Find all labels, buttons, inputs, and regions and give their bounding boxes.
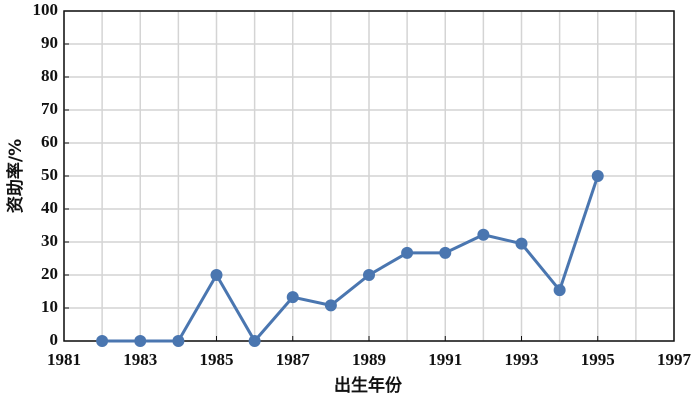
x-tick-label: 1993: [505, 350, 539, 369]
point: [210, 269, 223, 281]
y-tick-label: 30: [41, 231, 58, 250]
plot-frame: [63, 10, 675, 342]
y-tick-label: 80: [41, 66, 58, 85]
y-tick-label: 70: [41, 99, 58, 118]
point: [134, 335, 147, 347]
point: [477, 228, 490, 241]
y-tick-label: 20: [41, 264, 58, 283]
x-tick-label: 1981: [47, 350, 81, 369]
point: [515, 237, 528, 250]
x-tick-label: 1987: [276, 350, 311, 369]
y-tick-label: 100: [33, 0, 59, 19]
point: [591, 170, 604, 182]
point: [172, 335, 185, 347]
point: [248, 335, 261, 347]
x-tick-label: 1991: [428, 350, 462, 369]
point: [439, 246, 452, 259]
point: [553, 284, 566, 297]
y-axis-label: 资助率/%: [5, 139, 26, 213]
x-axis-label: 出生年份: [334, 375, 403, 396]
point: [286, 291, 299, 304]
y-tick-label: 60: [41, 132, 58, 151]
x-tick-label: 1997: [657, 350, 692, 369]
y-tick-label: 50: [41, 165, 58, 184]
y-tick-label: 10: [41, 297, 58, 316]
y-tick-label: 40: [41, 198, 58, 217]
point: [363, 269, 375, 281]
y-tick-label: 0: [50, 330, 59, 349]
x-tick-label: 1989: [352, 350, 386, 369]
point: [401, 246, 414, 259]
point: [96, 335, 109, 347]
x-tick-label: 1985: [200, 350, 234, 369]
line: [102, 175, 600, 344]
x-tick-label: 1983: [123, 350, 157, 369]
point: [324, 299, 337, 312]
y-tick-label: 90: [41, 33, 58, 52]
x-tick-label: 1995: [581, 350, 615, 369]
